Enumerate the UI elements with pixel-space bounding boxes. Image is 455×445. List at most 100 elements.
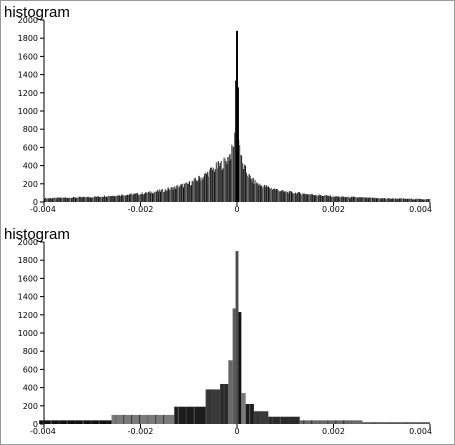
histogram-bar xyxy=(210,167,213,202)
histogram-bar xyxy=(394,199,396,202)
histogram-bar xyxy=(359,197,361,202)
histogram-bar xyxy=(346,197,348,202)
histogram-bar xyxy=(222,168,224,202)
histogram-bar xyxy=(80,197,82,202)
histogram-bar xyxy=(427,199,429,202)
histogram-bar xyxy=(264,184,266,202)
histogram-bar xyxy=(263,186,265,202)
histogram-bar xyxy=(86,196,88,202)
histogram-bar xyxy=(401,198,403,202)
histogram-bar xyxy=(56,197,58,202)
histogram-bar xyxy=(393,198,395,202)
histogram-bar xyxy=(378,198,381,202)
y-tick-label: 1400 xyxy=(18,293,38,302)
histogram-bar xyxy=(154,191,156,202)
histogram-bar xyxy=(327,195,329,202)
histogram-bar xyxy=(351,196,354,202)
histogram-bar xyxy=(71,197,74,202)
histogram-bar xyxy=(241,163,244,202)
histogram-bar xyxy=(265,185,268,202)
histogram-bar xyxy=(215,162,218,202)
histogram-bar xyxy=(77,197,80,202)
histogram-bar xyxy=(181,184,183,202)
histogram-bar xyxy=(157,191,160,202)
histogram-bar xyxy=(288,193,290,202)
histogram-bar xyxy=(384,198,386,202)
x-tick-label: -0.002 xyxy=(128,205,154,214)
histogram-bar xyxy=(103,195,106,202)
histogram-bar xyxy=(400,198,402,202)
histogram-bar xyxy=(53,197,55,202)
histogram-bar xyxy=(62,198,64,202)
histogram-bar xyxy=(372,197,374,202)
histogram-bar xyxy=(411,199,413,202)
histogram-bar xyxy=(271,189,274,202)
histogram-bar xyxy=(405,198,408,202)
histogram-bar xyxy=(112,195,114,202)
histogram-bar xyxy=(176,185,178,202)
histogram-bar xyxy=(74,197,77,202)
histogram-bar xyxy=(244,165,246,202)
histogram-bar xyxy=(144,193,146,202)
histogram-bar xyxy=(107,195,109,202)
histogram-bar xyxy=(311,193,313,202)
histogram-bar xyxy=(370,197,372,202)
histogram-bar xyxy=(60,197,62,202)
y-tick-label: 1200 xyxy=(18,89,38,98)
histogram-bar xyxy=(126,195,128,202)
histogram-bar xyxy=(262,188,264,202)
histogram-bar xyxy=(191,180,193,202)
y-tick-label: 800 xyxy=(23,125,38,134)
histogram-bar xyxy=(199,177,201,202)
histogram-bin xyxy=(111,414,175,424)
histogram-bar xyxy=(179,186,181,202)
histogram-bar xyxy=(299,193,301,202)
histogram-bar xyxy=(68,197,70,202)
histogram-bar xyxy=(229,154,231,202)
histogram-bar xyxy=(211,169,214,202)
histogram-bar xyxy=(181,183,184,202)
x-tick-label: 0.004 xyxy=(409,427,432,436)
y-tick-label: 1000 xyxy=(18,329,38,338)
histogram-bar xyxy=(258,185,260,202)
histogram-bin xyxy=(241,393,246,424)
histogram-bar xyxy=(133,193,136,202)
histogram-bar xyxy=(230,159,232,202)
histogram-bar xyxy=(160,189,163,202)
histogram-bar xyxy=(381,198,384,202)
histogram-bar xyxy=(416,199,418,202)
histogram-bar xyxy=(99,196,101,202)
histogram-bar xyxy=(257,183,259,202)
histogram-bar xyxy=(120,196,122,202)
histogram-bar xyxy=(294,192,297,202)
histogram-bar xyxy=(337,196,339,202)
histogram-bar xyxy=(135,193,137,202)
histogram-bar xyxy=(344,196,346,202)
histogram-bar xyxy=(286,192,288,202)
histogram-bar xyxy=(322,195,325,202)
histogram-bar xyxy=(101,196,104,202)
histogram-bar xyxy=(423,199,425,202)
histogram-bar xyxy=(306,193,308,202)
histogram-bar xyxy=(292,193,295,202)
histogram-bin xyxy=(232,308,236,424)
histogram-bar xyxy=(373,197,375,202)
histogram-bar xyxy=(218,166,220,202)
histogram-bar xyxy=(380,198,383,202)
histogram-bar xyxy=(358,197,360,202)
histogram-bar xyxy=(368,198,370,202)
histogram-bar xyxy=(109,196,111,202)
histogram-bar xyxy=(168,189,170,202)
histogram-bar xyxy=(55,198,57,202)
histogram-bar xyxy=(119,195,121,202)
histogram-bar xyxy=(290,191,292,202)
histogram-bar xyxy=(150,193,152,202)
histogram-bar xyxy=(175,188,177,202)
histogram-bin xyxy=(299,420,363,424)
histogram-bar xyxy=(182,187,185,202)
y-tick-label: 400 xyxy=(23,384,38,393)
histogram-bar xyxy=(84,197,86,202)
histogram-bar xyxy=(253,183,255,202)
histogram-bar xyxy=(173,187,175,202)
histogram-bar xyxy=(108,196,110,202)
